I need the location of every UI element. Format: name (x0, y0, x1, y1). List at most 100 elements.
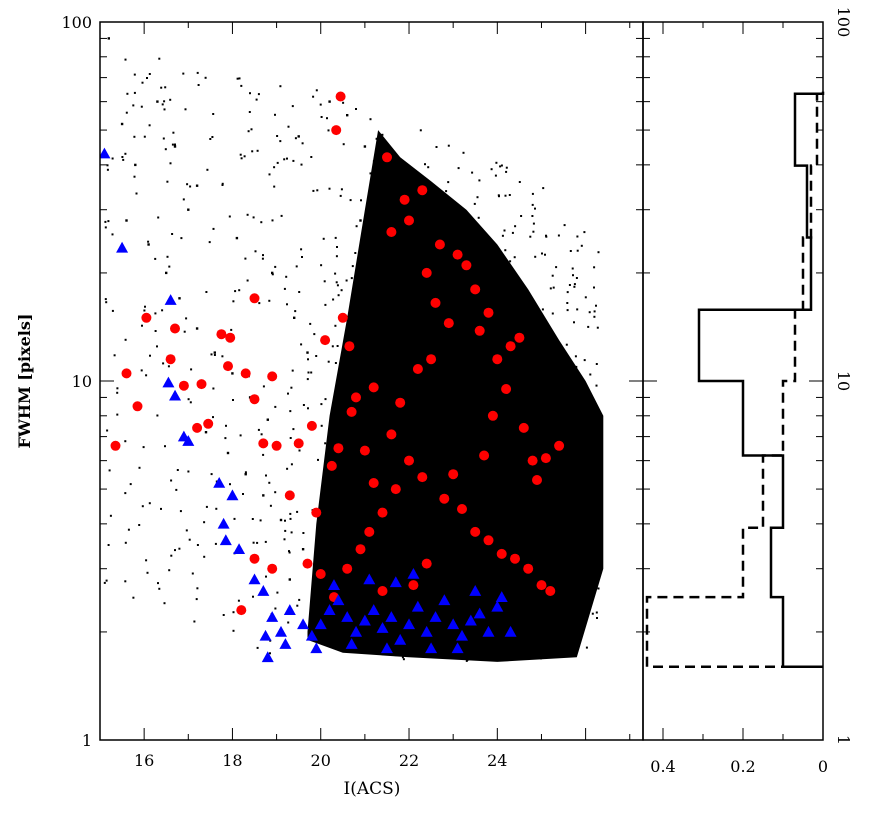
data-dot (393, 340, 396, 343)
data-dot (402, 658, 405, 661)
data-dot (512, 296, 515, 299)
data-dot (148, 124, 151, 127)
data-dot (349, 310, 352, 312)
data-dot (489, 511, 492, 514)
data-dot (482, 596, 485, 599)
data-dot (452, 432, 455, 435)
data-dot (420, 427, 423, 430)
data-dot (508, 575, 511, 578)
data-dot (292, 159, 295, 162)
data-dot (237, 599, 240, 602)
data-dot (180, 237, 183, 240)
data-dot (448, 292, 451, 295)
blue-triangle (100, 147, 111, 159)
data-dot (336, 345, 339, 347)
data-dot (335, 512, 338, 515)
data-dot (342, 143, 345, 146)
data-dot (300, 248, 303, 251)
data-dot (449, 652, 452, 654)
data-dot (213, 351, 216, 354)
data-dot (372, 571, 374, 574)
data-dot (196, 587, 199, 590)
data-dot (589, 441, 592, 444)
data-dot (573, 493, 576, 496)
data-dot (104, 226, 107, 229)
data-dot (414, 340, 417, 343)
data-dot (493, 404, 495, 407)
data-dot (111, 157, 114, 160)
data-dot (416, 224, 419, 227)
data-dot (473, 202, 476, 205)
data-dot (408, 371, 411, 374)
data-dot (568, 284, 571, 286)
data-dot (519, 526, 522, 529)
data-dot (335, 255, 338, 258)
data-dot (535, 516, 538, 519)
data-dot (336, 246, 338, 248)
data-dot (528, 592, 531, 595)
red-point (165, 354, 176, 365)
data-dot (440, 592, 443, 595)
data-dot (575, 277, 578, 279)
data-dot (427, 166, 430, 169)
red-point (333, 443, 344, 454)
blue-triangle (164, 294, 177, 305)
data-dot (531, 646, 534, 649)
data-dot (430, 272, 433, 275)
data-dot (326, 507, 329, 510)
data-dot (126, 92, 129, 95)
blue-triangle (358, 614, 371, 626)
data-dot (528, 326, 531, 329)
data-dot (563, 387, 566, 390)
data-dot (334, 272, 337, 275)
data-dot (354, 252, 357, 254)
data-dot (565, 522, 568, 525)
data-dot (236, 77, 239, 80)
data-dot (545, 511, 548, 514)
data-dot (146, 77, 148, 79)
data-dot (448, 246, 450, 249)
data-dot (290, 531, 293, 534)
data-dot (235, 236, 239, 240)
data-dot (595, 412, 598, 414)
data-dot (268, 173, 271, 176)
data-dot (565, 376, 568, 378)
data-dot (178, 297, 181, 300)
data-dot (238, 77, 241, 80)
data-dot (355, 361, 358, 364)
histogram-panel: 0.4 0.2 0 1 10 100 (642, 7, 853, 776)
data-dot (443, 376, 446, 379)
data-dot (576, 455, 579, 458)
data-dot (246, 213, 249, 216)
data-dot (320, 116, 323, 118)
data-dot (447, 640, 450, 643)
data-dot (291, 105, 294, 108)
data-dot (427, 205, 430, 208)
data-dot (300, 343, 303, 346)
data-dot (307, 358, 309, 361)
red-point (346, 406, 357, 417)
data-dot (295, 265, 298, 268)
data-dot (289, 512, 292, 515)
data-dot (573, 283, 576, 286)
data-dot (411, 387, 414, 390)
data-dot (454, 294, 457, 297)
data-dot (399, 519, 402, 522)
hist-dashed-line (645, 92, 823, 668)
data-dot (393, 355, 396, 357)
data-dot (335, 281, 338, 284)
blue-triangle (464, 614, 477, 626)
data-dot (111, 233, 114, 236)
data-dot (164, 86, 167, 89)
scatter-plot: 16 18 20 22 24 1 10 100 I(ACS) FWHM [pixels] (15, 13, 644, 799)
data-dot (206, 168, 209, 171)
data-dot (418, 653, 421, 656)
data-dot (501, 349, 504, 352)
data-dot (520, 300, 522, 303)
data-dot (498, 195, 500, 198)
data-dot (332, 298, 335, 301)
data-dot (532, 222, 535, 225)
data-dot (533, 311, 536, 314)
data-dot (510, 440, 513, 443)
data-dot (307, 371, 310, 374)
